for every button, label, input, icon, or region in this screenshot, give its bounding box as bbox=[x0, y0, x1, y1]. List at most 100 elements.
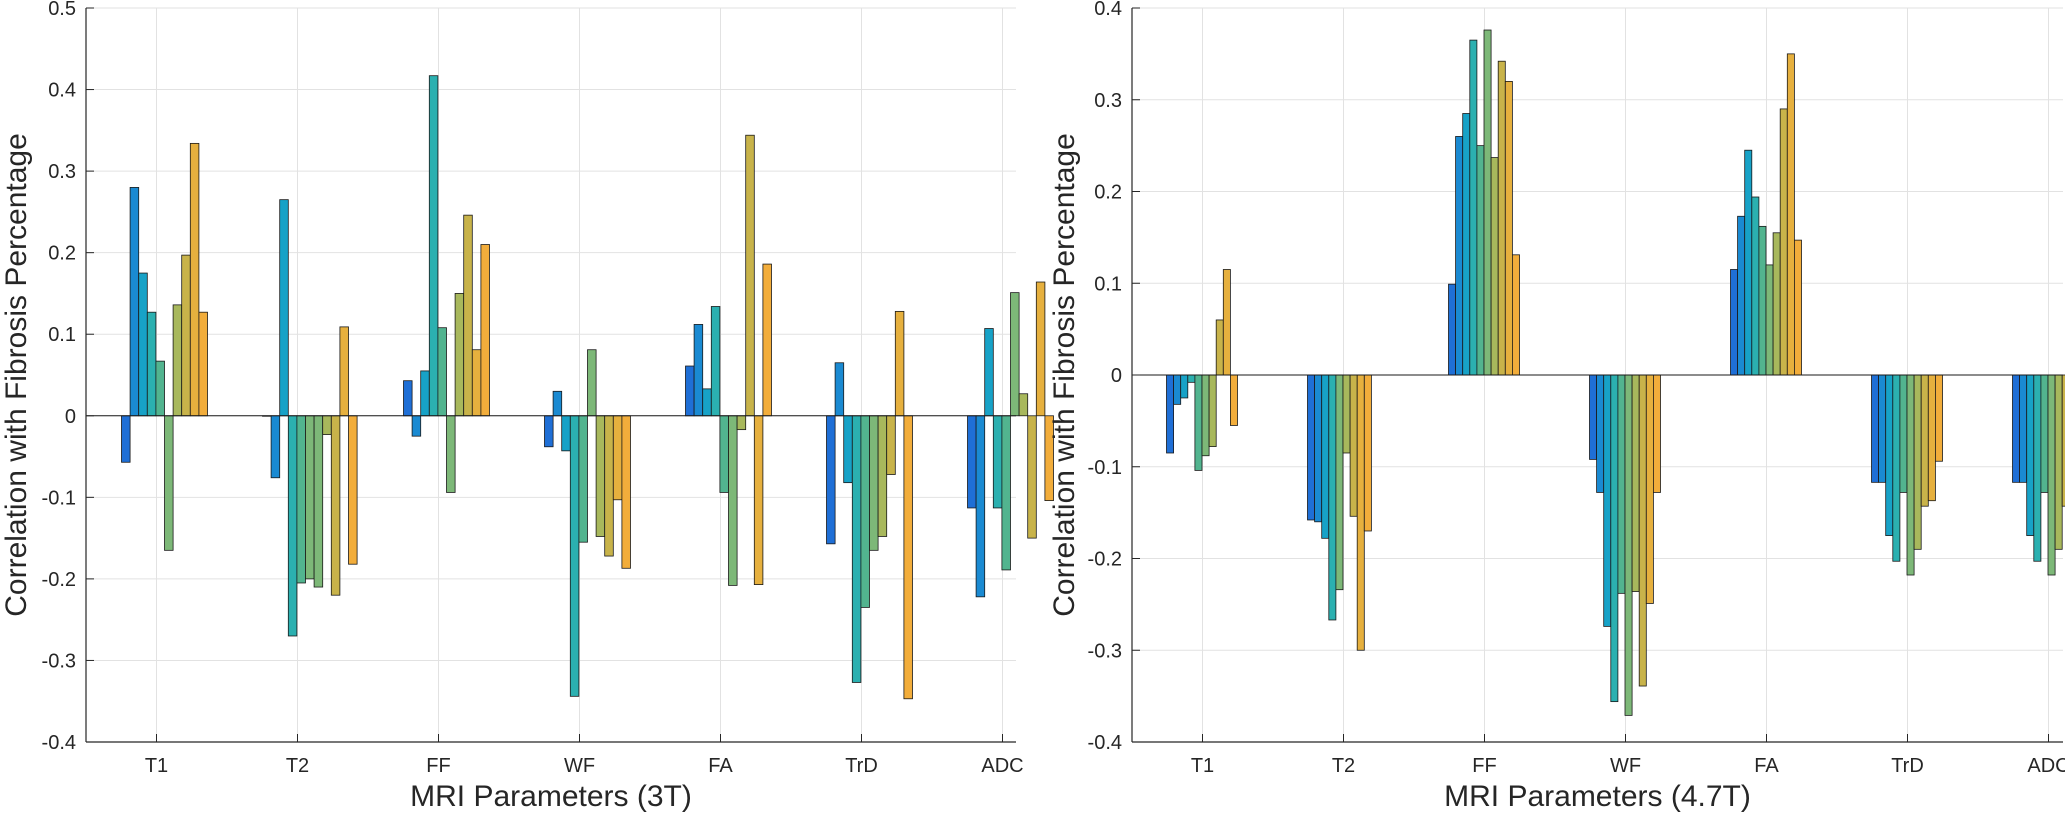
bar-T1-1 bbox=[1166, 374, 1174, 454]
bar-T1-9 bbox=[1222, 269, 1231, 376]
bar-T2-2 bbox=[1314, 374, 1323, 523]
y-tick-label: 0 bbox=[65, 406, 76, 428]
bar-T1-6 bbox=[164, 415, 174, 551]
bar-FA-10 bbox=[762, 263, 772, 417]
bar-ADC-8 bbox=[1027, 415, 1037, 539]
bar-FA-3 bbox=[1744, 149, 1753, 376]
bar-T2-6 bbox=[305, 415, 315, 580]
bar-FF-7 bbox=[1490, 157, 1499, 376]
bar-T1-7 bbox=[172, 304, 183, 417]
bar-FA-8 bbox=[1779, 108, 1788, 376]
bar-FF-6 bbox=[446, 415, 456, 493]
bar-T1-10 bbox=[198, 311, 208, 417]
bar-T2-7 bbox=[313, 415, 324, 588]
bar-T2-8 bbox=[1356, 374, 1365, 651]
bar-TrD-2 bbox=[1878, 374, 1887, 483]
bar-ADC-4 bbox=[2033, 374, 2042, 562]
bar-FF-3 bbox=[1462, 113, 1471, 376]
x-tick-label-TrD: TrD bbox=[845, 755, 878, 777]
bar-FF-10 bbox=[1512, 254, 1520, 376]
bar-T2-1 bbox=[1307, 374, 1315, 521]
bar-FA-1 bbox=[685, 365, 695, 417]
bar-TrD-6 bbox=[869, 415, 879, 551]
y-tick-label: -0.4 bbox=[42, 732, 76, 754]
x-tick-label-T1: T1 bbox=[145, 755, 168, 777]
bar-FF-1 bbox=[403, 380, 413, 417]
bar-T1-5 bbox=[155, 360, 165, 417]
bar-TrD-8 bbox=[1920, 374, 1929, 507]
bar-WF-1 bbox=[1589, 374, 1597, 460]
bar-T1-7 bbox=[1208, 374, 1217, 447]
bar-WF-9 bbox=[1645, 374, 1654, 604]
bar-FF-4 bbox=[1469, 39, 1478, 376]
bar-WF-8 bbox=[604, 415, 614, 557]
bar-FF-5 bbox=[1476, 145, 1485, 376]
x-tick-label-WF: WF bbox=[564, 755, 595, 777]
x-tick-label-WF: WF bbox=[1610, 755, 1641, 777]
bar-T2-3 bbox=[279, 199, 289, 417]
bar-T2-3 bbox=[1321, 374, 1330, 539]
bar-FA-4 bbox=[710, 306, 721, 417]
bar-T2-5 bbox=[296, 415, 306, 584]
x-axis-title: MRI Parameters (4.7T) bbox=[1444, 780, 1751, 813]
bar-WF-7 bbox=[1631, 374, 1640, 592]
bar-FF-10 bbox=[480, 244, 490, 417]
bar-ADC-2 bbox=[975, 415, 986, 598]
y-tick-label: -0.2 bbox=[42, 569, 76, 591]
bar-WF-2 bbox=[552, 390, 563, 417]
x-tick-label-FF: FF bbox=[1472, 755, 1496, 777]
bar-T1-3 bbox=[1180, 374, 1189, 399]
bar-WF-5 bbox=[1617, 374, 1626, 594]
chart-2: -0.4 -0.3 -0.2 -0.1 0 0.1 0.2 0.3 0.4 T1 T2 FF WF FA T… bbox=[1048, 0, 2065, 813]
bar-T2-9 bbox=[1363, 374, 1372, 532]
bar-TrD-1 bbox=[826, 415, 836, 545]
bar-ADC-6 bbox=[2047, 374, 2056, 576]
bar-T2-4 bbox=[287, 415, 298, 637]
bar-TrD-7 bbox=[877, 415, 888, 537]
bar-WF-6 bbox=[1624, 374, 1633, 716]
bar-TrD-4 bbox=[1892, 374, 1901, 562]
chart-1: -0.4 -0.3 -0.2 -0.1 0 0.1 0.2 0.3 0.4 0.5 T1 T2 FF WF… bbox=[0, 0, 1054, 813]
bar-T2-10 bbox=[339, 326, 349, 417]
bar-ADC-7 bbox=[1018, 393, 1029, 417]
bar-T1-4 bbox=[146, 311, 157, 417]
x-tick-label-FF: FF bbox=[426, 755, 450, 777]
bar-WF-5 bbox=[578, 415, 588, 543]
y-axis-title: Correlation with Fibrosis Percentage bbox=[1048, 133, 1081, 617]
bar-FF-9 bbox=[1504, 81, 1513, 376]
y-tick-label: -0.3 bbox=[42, 650, 76, 672]
bar-FF-3 bbox=[420, 370, 430, 417]
bar-FA-3 bbox=[702, 388, 712, 417]
bar-FF-8 bbox=[1497, 60, 1506, 376]
plot-area bbox=[86, 8, 1016, 742]
x-tick-label-FA: FA bbox=[1754, 755, 1779, 777]
bar-FA-2 bbox=[693, 324, 704, 417]
bar-FF-1 bbox=[1448, 283, 1456, 376]
bar-TrD-3 bbox=[1885, 374, 1894, 536]
bar-T1-8 bbox=[1215, 319, 1224, 376]
bar-WF-4 bbox=[1610, 374, 1619, 703]
y-tick-label: 0.2 bbox=[1094, 182, 1122, 204]
x-tick-label-T1: T1 bbox=[1191, 755, 1214, 777]
bar-TrD-2 bbox=[834, 362, 845, 417]
x-tick-label-TrD: TrD bbox=[1891, 755, 1924, 777]
bar-TrD-5 bbox=[860, 415, 870, 608]
bar-ADC-1 bbox=[967, 415, 977, 509]
bar-ADC-7 bbox=[2054, 374, 2063, 550]
bar-TrD-8 bbox=[886, 415, 896, 475]
bar-TrD-10 bbox=[1935, 374, 1943, 462]
bar-FA-5 bbox=[1758, 225, 1767, 376]
y-tick-label: -0.1 bbox=[1088, 457, 1122, 479]
bar-T1-10 bbox=[1230, 374, 1238, 426]
bar-TrD-9 bbox=[894, 310, 905, 417]
bar-FF-7 bbox=[454, 293, 465, 417]
bar-T2-8 bbox=[322, 415, 332, 435]
bar-WF-10 bbox=[621, 415, 631, 569]
bar-FA-1 bbox=[1730, 269, 1738, 376]
bar-TrD-6 bbox=[1906, 374, 1915, 576]
bar-ADC-1 bbox=[2012, 374, 2020, 483]
bar-FA-9 bbox=[1786, 53, 1795, 376]
y-tick-label: -0.2 bbox=[1088, 549, 1122, 571]
bar-FA-6 bbox=[1765, 264, 1774, 376]
